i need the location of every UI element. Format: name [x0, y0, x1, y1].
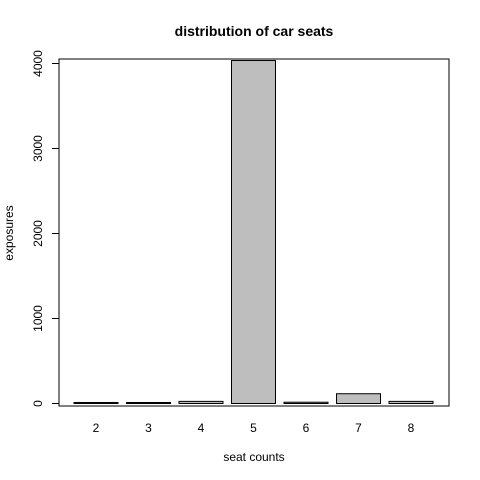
y-tick-label: 2000 [31, 220, 45, 247]
x-tick-label: 5 [250, 421, 257, 435]
bar-seat-3 [126, 402, 171, 404]
x-axis-tick-labels: 2 3 4 5 6 7 8 [93, 421, 415, 435]
y-tick-label: 4000 [31, 50, 45, 77]
y-tick-label: 3000 [31, 135, 45, 162]
y-axis-ticks: 0 1000 2000 3000 4000 [31, 50, 59, 407]
x-tick-label: 3 [145, 421, 152, 435]
bars-group [73, 60, 434, 405]
bar-seat-2 [73, 401, 119, 405]
y-tick-label: 0 [31, 400, 45, 407]
y-tick-label: 1000 [31, 305, 45, 332]
bar-seat-4 [178, 400, 224, 404]
x-tick-label: 6 [303, 421, 310, 435]
y-axis-label: exposures [2, 205, 16, 260]
chart-title: distribution of car seats [175, 23, 334, 39]
bar-seat-7 [336, 393, 381, 405]
x-tick-label: 7 [355, 421, 362, 435]
bar-seat-6 [283, 401, 329, 405]
x-axis-label: seat counts [223, 450, 284, 464]
bar-seat-8 [388, 400, 434, 404]
x-tick-label: 2 [93, 421, 100, 435]
x-tick-label: 4 [198, 421, 205, 435]
x-tick-label: 8 [408, 421, 415, 435]
bar-seat-5 [231, 60, 276, 405]
